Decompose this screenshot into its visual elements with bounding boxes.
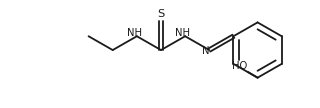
Text: HO: HO bbox=[232, 61, 247, 71]
Text: NH: NH bbox=[175, 28, 190, 38]
Text: S: S bbox=[157, 9, 164, 19]
Text: N: N bbox=[202, 46, 209, 56]
Text: NH: NH bbox=[127, 28, 142, 38]
